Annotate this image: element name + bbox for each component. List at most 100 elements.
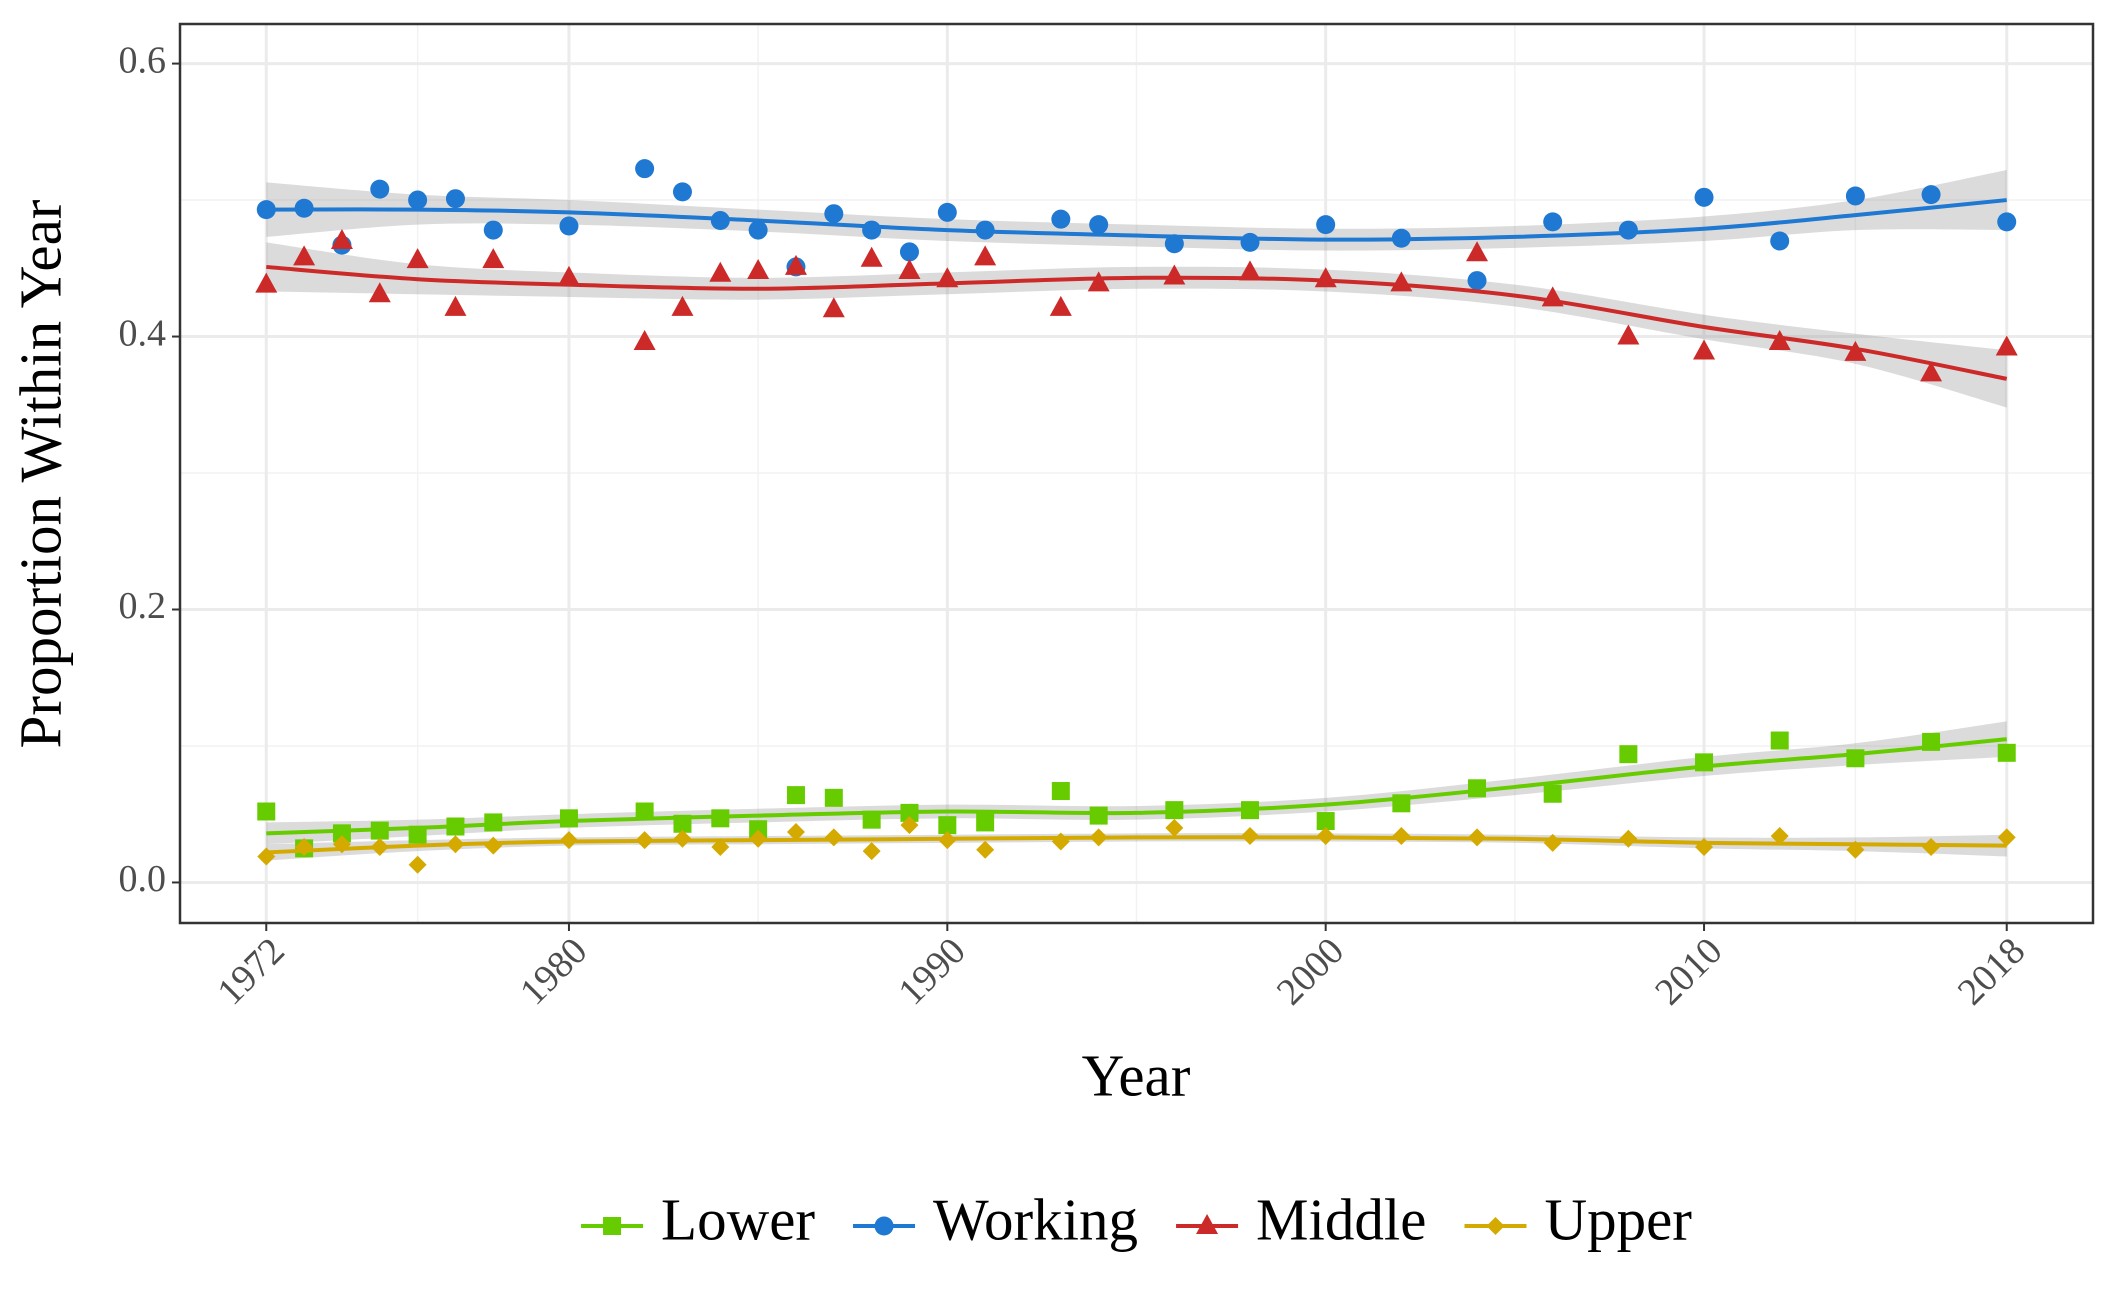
y-tick-label: 0.0 <box>119 858 167 900</box>
point <box>1049 295 1072 316</box>
point <box>1770 731 1789 750</box>
point <box>370 179 390 199</box>
point <box>559 809 578 828</box>
point <box>1997 743 2016 762</box>
legend-label: Lower <box>661 1187 815 1253</box>
point <box>824 828 843 847</box>
point <box>862 842 881 861</box>
point <box>293 245 316 266</box>
point <box>862 220 882 240</box>
point <box>1618 220 1638 240</box>
y-tick-label: 0.4 <box>119 312 167 354</box>
x-tick-label: 2000 <box>1269 930 1352 1013</box>
point <box>899 242 919 262</box>
point <box>976 813 995 832</box>
legend-item: Middle <box>1176 1187 1426 1253</box>
x-tick-label: 2010 <box>1647 930 1730 1013</box>
point <box>368 282 391 303</box>
confidence-band <box>266 170 2007 251</box>
trend-line <box>266 264 2008 381</box>
point <box>900 816 919 835</box>
legend-label: Middle <box>1256 1187 1426 1253</box>
point <box>1316 812 1335 831</box>
confidence-band <box>266 242 2007 408</box>
point <box>1922 837 1941 856</box>
point <box>824 788 843 807</box>
point <box>1466 241 1489 262</box>
point <box>786 822 805 841</box>
point <box>1543 784 1562 803</box>
point <box>483 220 503 240</box>
point <box>406 248 429 269</box>
point <box>1693 339 1716 360</box>
point <box>974 245 997 266</box>
point <box>482 248 505 269</box>
point <box>822 297 845 318</box>
point <box>1164 234 1184 254</box>
legend: Lower Working Middle Upper <box>581 1187 1692 1253</box>
point <box>1051 782 1070 801</box>
point <box>874 1216 894 1236</box>
confidence-band <box>266 721 2007 845</box>
point <box>862 810 881 829</box>
point <box>1995 335 2018 356</box>
x-axis-title: Year <box>1082 1043 1191 1109</box>
point <box>330 229 353 250</box>
legend-item: Upper <box>1464 1187 1692 1253</box>
point <box>257 802 276 821</box>
point <box>408 855 427 874</box>
point <box>1165 818 1184 837</box>
point <box>1051 209 1071 229</box>
point <box>1486 1217 1505 1235</box>
trend-line <box>266 835 2007 855</box>
y-axis-title: Proportion Within Year <box>8 199 74 748</box>
point <box>938 816 957 835</box>
point <box>1239 260 1262 281</box>
point <box>747 259 770 280</box>
point <box>749 820 768 839</box>
point <box>1921 185 1941 205</box>
point <box>408 825 427 844</box>
point <box>1543 212 1563 232</box>
point <box>1316 215 1336 235</box>
point <box>559 216 579 236</box>
point <box>1694 187 1714 207</box>
point <box>1845 186 1865 206</box>
point <box>635 802 654 821</box>
point <box>786 786 805 805</box>
point <box>1089 215 1109 235</box>
point <box>1240 232 1260 252</box>
point <box>824 204 844 224</box>
point <box>1089 806 1108 825</box>
point <box>1997 828 2016 847</box>
x-tick-label: 2018 <box>1950 930 2033 1013</box>
trend-line <box>266 198 2007 242</box>
legend-label: Working <box>933 1187 1138 1253</box>
point <box>1196 1214 1219 1234</box>
point <box>1844 340 1867 361</box>
plot-border <box>178 22 2095 925</box>
legend-item: Working <box>853 1187 1138 1253</box>
legend-label: Upper <box>1544 1187 1692 1253</box>
point <box>711 837 730 856</box>
point <box>709 261 732 282</box>
point <box>898 259 921 280</box>
point <box>445 189 465 209</box>
point <box>1087 271 1110 292</box>
point <box>557 265 580 286</box>
point <box>1467 271 1487 291</box>
x-tick-label: 1980 <box>512 930 595 1013</box>
point <box>633 330 656 351</box>
legend-item: Lower <box>581 1187 815 1253</box>
point <box>635 159 655 179</box>
point <box>444 295 467 316</box>
point <box>671 295 694 316</box>
point <box>937 202 957 222</box>
point <box>976 840 995 859</box>
trend-line <box>266 737 2007 836</box>
point <box>1619 745 1638 764</box>
point <box>672 182 692 202</box>
point <box>255 272 278 293</box>
point <box>1619 829 1638 848</box>
